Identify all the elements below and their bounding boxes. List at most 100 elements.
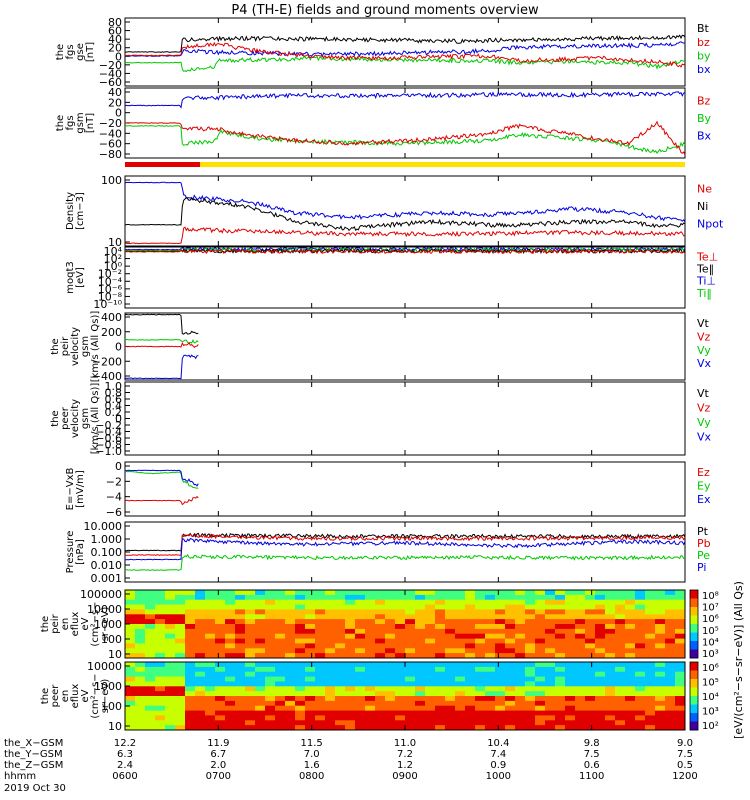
- spectrogram-cell: [365, 653, 376, 659]
- spectrogram-cell: [305, 676, 316, 682]
- spectrogram-cell: [555, 681, 566, 687]
- spectrogram-cell: [325, 671, 336, 678]
- legend-bt: Bt: [697, 22, 710, 35]
- spectrogram-cell: [385, 619, 396, 625]
- spectrogram-cell: [255, 696, 266, 702]
- spectrogram-cell: [295, 643, 306, 649]
- spectrogram-cell: [585, 681, 596, 687]
- spectrogram-cell: [295, 681, 306, 687]
- spectrogram-cell: [355, 710, 366, 716]
- spectrogram-cell: [185, 720, 196, 726]
- spectrogram-cell: [205, 638, 216, 644]
- spectrogram-cell: [355, 638, 366, 644]
- colorbar-tick-label: 10⁸: [702, 591, 719, 602]
- spectrogram-cell: [635, 648, 646, 654]
- spectrogram-cell: [235, 624, 246, 630]
- spectrogram-cell: [405, 671, 416, 678]
- spectrogram-cell: [265, 715, 276, 721]
- spectrogram-cell: [385, 666, 396, 673]
- y-tick-label: 0: [115, 460, 122, 473]
- spectrogram-cell: [175, 643, 186, 649]
- spectrogram-cell: [225, 691, 236, 697]
- spectrogram-cell: [415, 691, 426, 697]
- spectrogram-cell: [455, 633, 466, 640]
- spectrogram-cell: [565, 671, 576, 678]
- spectrogram-cell: [155, 614, 166, 620]
- spectrogram-cell: [615, 624, 626, 630]
- spectrogram-cell: [125, 604, 136, 610]
- spectrogram-cell: [205, 628, 216, 635]
- spectrogram-cell: [355, 676, 366, 682]
- spectrogram-cell: [605, 624, 616, 630]
- spectrogram-cell: [345, 648, 356, 654]
- spectrogram-cell: [405, 643, 416, 649]
- spectrogram-cell: [405, 619, 416, 625]
- spectrogram-cell: [585, 653, 596, 659]
- y-tick-label: 0.8: [105, 387, 123, 400]
- spectrogram-cell: [335, 696, 346, 702]
- spectrogram-cell: [645, 633, 656, 640]
- spectrogram-cell: [665, 666, 676, 673]
- spectrogram-cell: [665, 590, 676, 596]
- spectrogram-cell: [665, 681, 676, 687]
- spectrogram-cell: [255, 705, 266, 712]
- spectrogram-cell: [335, 624, 346, 630]
- spectrogram-cell: [355, 609, 366, 615]
- spectrogram-cell: [615, 653, 626, 659]
- spectrogram-cell: [395, 628, 406, 635]
- x-axis-labels: the_X−GSM 12.2 11.9 11.5 11.0 10.4 9.8 9.0the_Y…: [4, 581, 745, 794]
- spectrogram-cell: [485, 638, 496, 644]
- spectrogram-cell: [345, 643, 356, 649]
- spectrogram-cell: [385, 686, 396, 692]
- spectrogram-cell: [175, 671, 186, 678]
- legend-ti⊥: Ti⊥: [696, 275, 716, 288]
- spectrogram-cell: [155, 700, 166, 707]
- spectrogram-cell: [625, 648, 636, 654]
- spectrogram-cell: [635, 614, 646, 620]
- spectrogram-cell: [135, 628, 146, 635]
- y-tick-label: 10⁰: [104, 260, 123, 273]
- spectrogram-cell: [605, 594, 616, 601]
- panel-frame: [124, 246, 686, 309]
- spectrogram-cell: [365, 624, 376, 630]
- spectrogram-cell: [265, 681, 276, 687]
- spectrogram-cell: [295, 666, 306, 673]
- spectrogram-cell: [285, 638, 296, 644]
- spectrogram-cell: [355, 628, 366, 635]
- spectrogram-cell: [125, 628, 136, 635]
- spectrogram-cell: [625, 705, 636, 712]
- spectrogram-cell: [655, 624, 666, 630]
- colorbar-frame: [689, 661, 699, 731]
- spectrogram-cell: [455, 653, 466, 659]
- spectrogram-cell: [615, 681, 626, 687]
- spectrogram-cell: [155, 691, 166, 697]
- spectrogram-cell: [215, 614, 226, 620]
- spectrogram-cell: [415, 638, 426, 644]
- colorbar-tick-label: 10²: [702, 721, 719, 732]
- spectrogram-cell: [305, 691, 316, 697]
- spectrogram-cell: [175, 715, 186, 721]
- y-axis-label-line: eV: [80, 689, 91, 702]
- spectrogram-cell: [415, 594, 426, 601]
- spectrogram-cell: [395, 633, 406, 640]
- spectrogram-cell: [385, 614, 396, 620]
- y-tick-label: 0.4: [105, 400, 123, 413]
- spectrogram-cell: [655, 609, 666, 615]
- series-line: [124, 196, 686, 232]
- spectrogram-cell: [495, 604, 506, 610]
- spectrogram-cell: [325, 590, 336, 596]
- spectrogram-cell: [595, 599, 606, 606]
- spectrogram-cell: [555, 624, 566, 630]
- spectrogram-cell: [395, 700, 406, 707]
- spectrogram-cell: [465, 691, 476, 697]
- spectrogram-cell: [305, 648, 316, 654]
- spectrogram-cell: [335, 710, 346, 716]
- spectrogram-cell: [215, 720, 226, 726]
- spectrogram-cell: [635, 725, 646, 731]
- spectrogram-cell: [155, 609, 166, 615]
- spectrogram-cell: [145, 691, 156, 697]
- spectrogram-cell: [275, 599, 286, 606]
- spectrogram-cell: [155, 705, 166, 712]
